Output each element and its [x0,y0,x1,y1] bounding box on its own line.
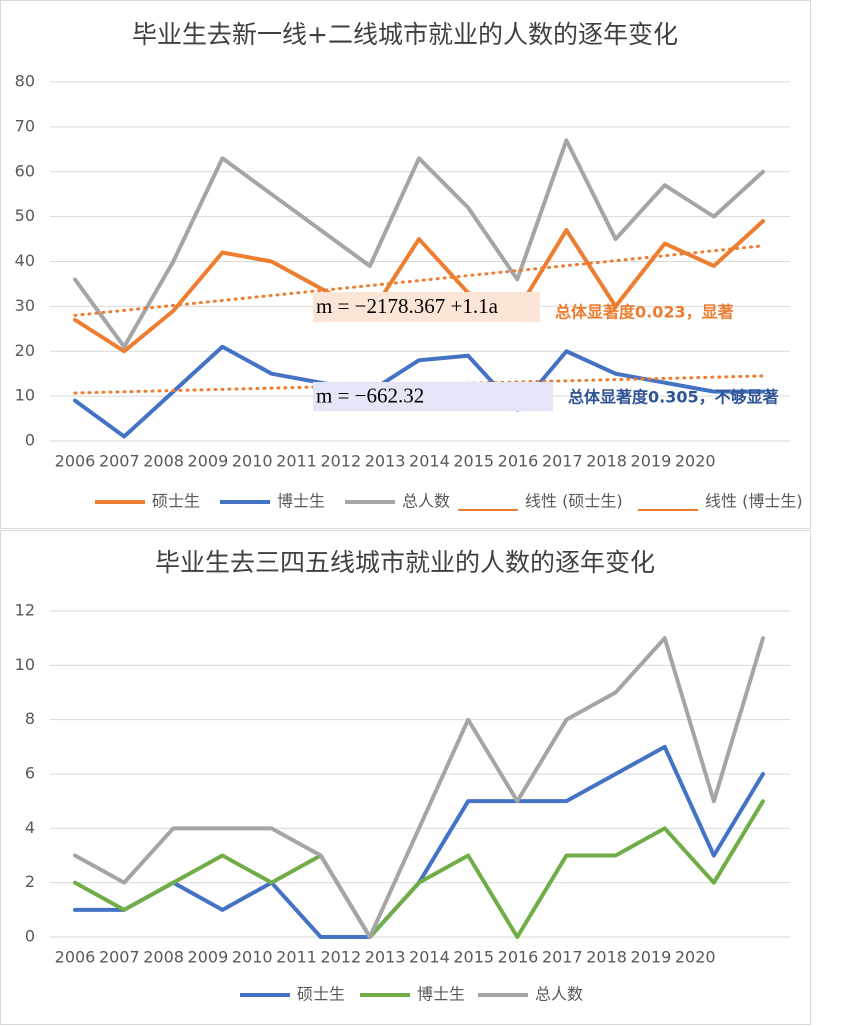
y-tick-label: 80 [15,72,35,91]
y-tick-label: 4 [25,818,35,837]
y-tick-label: 8 [25,709,35,728]
legend-label: 硕士生 [152,492,200,511]
chart-title: 毕业生去新一线+二线城市就业的人数的逐年变化 [132,20,678,49]
x-tick-label: 2010 [232,948,273,967]
x-tick-label: 2008 [143,948,184,967]
legend-label: 线性 (博士生) [705,492,803,511]
annotation-box [313,382,553,411]
annotation-box [313,292,540,322]
y-tick-label: 6 [25,764,35,783]
equation: m = −662.32 [316,383,424,407]
x-tick-label: 2007 [99,948,140,967]
y-tick-label: 10 [15,655,35,674]
x-tick-label: 2009 [188,948,229,967]
x-tick-label: 2008 [143,452,184,471]
y-tick-label: 0 [25,431,35,450]
series-line [73,219,765,354]
legend-label: 博士生 [417,985,465,1004]
y-tick-label: 12 [15,601,35,620]
x-tick-label: 2012 [320,948,361,967]
x-tick-label: 2018 [586,948,627,967]
y-tick-label: 60 [15,161,35,180]
x-tick-label: 2020 [675,948,716,967]
annotation: 总体显著度0.305，不够显著 [568,388,779,407]
y-tick-label: 70 [15,116,35,135]
legend-label: 线性 (硕士生) [525,492,623,511]
x-tick-label: 2016 [498,948,539,967]
chart-frame [0,0,811,529]
x-tick-label: 2006 [55,452,96,471]
series-line [73,138,765,349]
equation: m = −2178.367 +1.1a [316,294,499,318]
x-tick-label: 2006 [55,948,96,967]
x-tick-label: 2012 [320,452,361,471]
y-tick-label: 20 [15,341,35,360]
y-tick-label: 10 [15,386,35,405]
y-tick-label: 0 [25,927,35,946]
y-tick-label: 2 [25,872,35,891]
chart-title: 毕业生去三四五线城市就业的人数的逐年变化 [155,548,655,577]
chart-frame [0,530,811,1025]
y-tick-label: 50 [15,206,35,225]
x-tick-label: 2009 [188,452,229,471]
x-tick-label: 2014 [409,452,450,471]
x-tick-label: 2017 [542,948,583,967]
annotation: 总体显著度0.023，显著 [555,303,734,322]
x-tick-label: 2011 [276,948,317,967]
trend-line [73,244,765,317]
y-tick-label: 40 [15,251,35,270]
x-tick-label: 2007 [99,452,140,471]
x-tick-label: 2015 [453,452,494,471]
x-tick-label: 2010 [232,452,273,471]
x-tick-label: 2017 [542,452,583,471]
x-tick-label: 2020 [675,452,716,471]
series-line [73,636,765,939]
x-tick-label: 2018 [586,452,627,471]
legend-label: 硕士生 [297,985,345,1004]
legend-label: 博士生 [277,492,325,511]
x-tick-label: 2015 [453,948,494,967]
x-tick-label: 2011 [276,452,317,471]
legend-label: 总人数 [535,985,583,1004]
x-tick-label: 2013 [365,948,406,967]
x-tick-label: 2016 [498,452,539,471]
legend-label: 总人数 [402,492,450,511]
x-tick-label: 2019 [631,452,672,471]
series-line [73,799,765,939]
y-tick-label: 30 [15,296,35,315]
x-tick-label: 2019 [631,948,672,967]
x-tick-label: 2013 [365,452,406,471]
x-tick-label: 2014 [409,948,450,967]
